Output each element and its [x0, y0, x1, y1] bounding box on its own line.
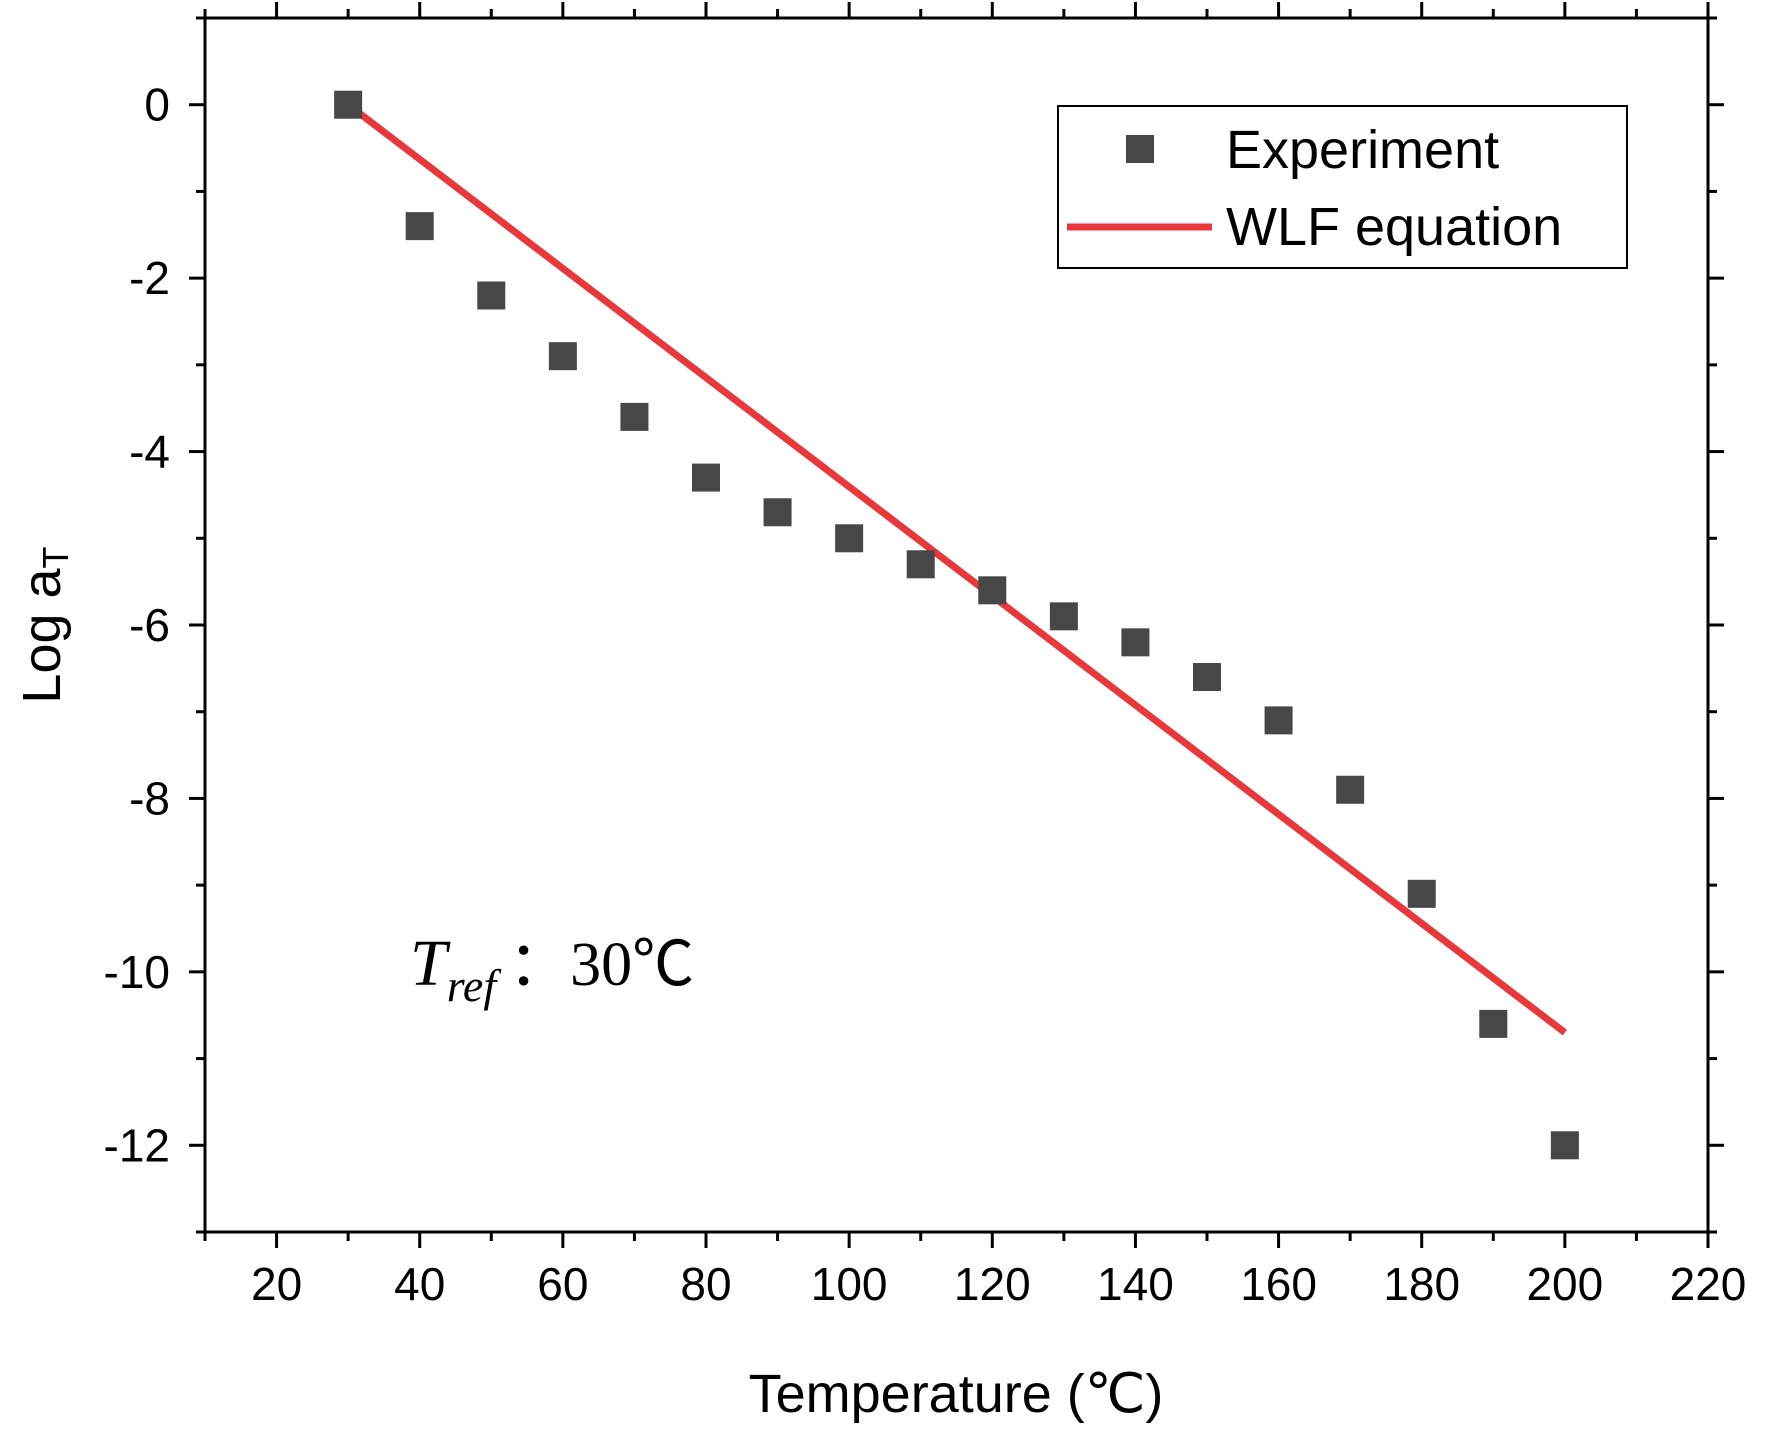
x-tick-label: 40	[394, 1258, 445, 1310]
experiment-point	[1193, 663, 1221, 692]
experiment-point	[978, 576, 1007, 605]
legend-label-experiment: Experiment	[1226, 120, 1499, 180]
experiment-point	[763, 498, 792, 527]
experiment-point	[1336, 775, 1365, 804]
annotation-main: T	[410, 927, 451, 1000]
x-tick-label: 140	[1097, 1258, 1174, 1310]
y-axis-title: Log aT	[12, 546, 76, 703]
y-tick-label: -10	[104, 946, 170, 998]
x-tick-label: 120	[954, 1258, 1031, 1310]
x-tick-label: 80	[680, 1258, 731, 1310]
experiment-point	[906, 550, 935, 579]
experiment-point	[1264, 706, 1293, 735]
y-tick-label: -6	[129, 599, 170, 651]
experiment-point	[1049, 602, 1078, 631]
x-axis-title: Temperature (℃)	[749, 1364, 1164, 1424]
annotation-sub: ref	[447, 960, 503, 1011]
x-tick-label: 60	[537, 1258, 588, 1310]
marks	[334, 90, 1579, 1160]
x-tick-label: 100	[811, 1258, 888, 1310]
y-axis-title-main: Log a	[12, 567, 72, 703]
experiment-point	[1550, 1131, 1579, 1160]
experiment-point	[548, 342, 577, 371]
experiment-point	[405, 212, 434, 241]
x-tick-label: 220	[1670, 1258, 1747, 1310]
y-tick-label: -4	[129, 426, 170, 478]
y-axis-title-sub: T	[35, 546, 76, 568]
legend-box	[1057, 105, 1628, 269]
wlf-equation-line	[346, 101, 1567, 1036]
annotation-text: ：30℃	[508, 931, 694, 999]
y-tick-label: -2	[129, 252, 170, 304]
legend-marker-experiment	[1126, 135, 1154, 163]
experiment-point	[1121, 628, 1150, 657]
experiment-point	[692, 463, 720, 492]
reference-temperature-annotation: Tref ：30℃	[410, 927, 694, 1011]
experiment-point	[1479, 1009, 1508, 1038]
x-tick-label: 180	[1383, 1258, 1460, 1310]
y-tick-label: -12	[104, 1119, 170, 1171]
legend-label-wlf: WLF equation	[1226, 197, 1562, 257]
experiment-point	[835, 524, 864, 553]
x-tick-label: 20	[251, 1258, 302, 1310]
experiment-point	[1407, 879, 1436, 908]
legend: Experiment WLF equation	[1057, 105, 1628, 269]
experiment-point	[477, 281, 506, 310]
experiment-point	[334, 90, 363, 119]
ticks: 20 40 60 80 100 120 140 160 180 200 220 0 -2 -4 -6 -8 -1…	[104, 2, 1747, 1310]
x-tick-label: 160	[1240, 1258, 1317, 1310]
plot-frame	[203, 16, 1710, 1234]
y-tick-label: -8	[129, 772, 170, 824]
x-tick-label: 200	[1526, 1258, 1603, 1310]
y-tick-label: 0	[144, 79, 170, 131]
experiment-point	[620, 402, 649, 431]
